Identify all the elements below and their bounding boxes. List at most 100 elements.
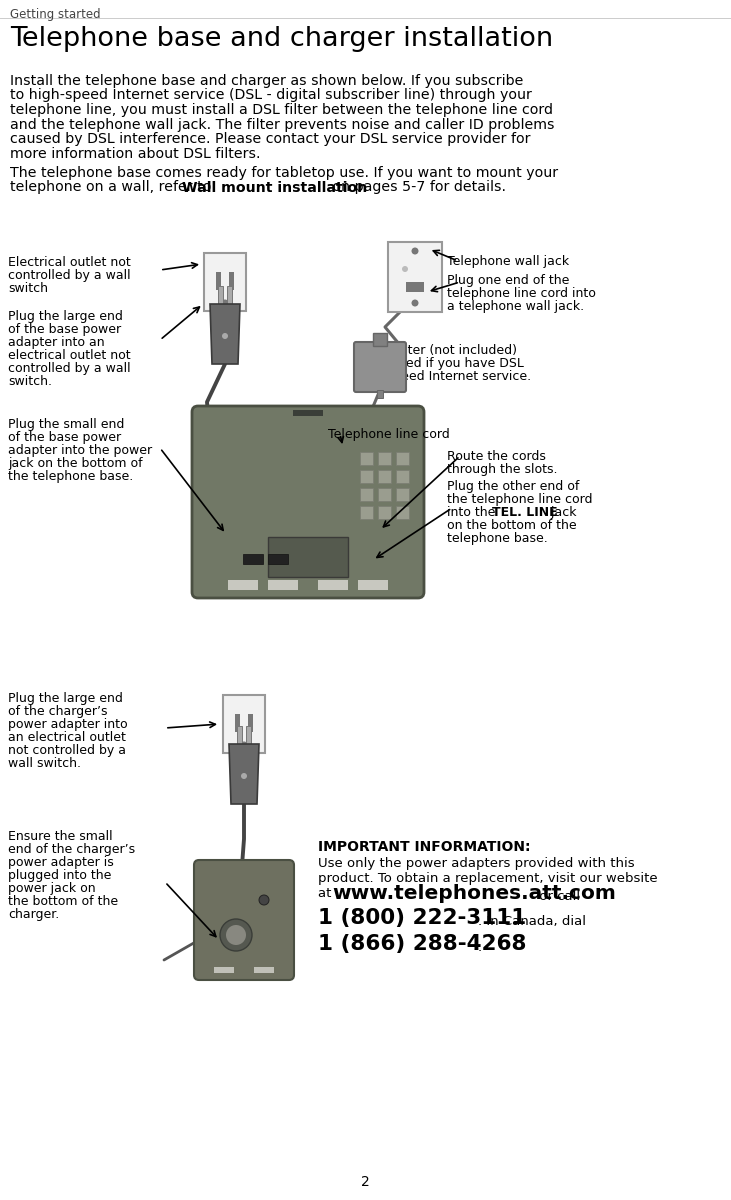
Text: Plug the other end of: Plug the other end of (447, 480, 580, 493)
Text: at: at (318, 887, 336, 900)
FancyBboxPatch shape (354, 342, 406, 392)
Bar (237, 726, 242, 744)
Text: of the base power: of the base power (8, 431, 121, 444)
Text: and the telephone wall jack. The filter prevents noise and caller ID problems: and the telephone wall jack. The filter … (10, 118, 555, 132)
Bar (268, 580, 298, 590)
Text: adapter into the power: adapter into the power (8, 444, 152, 457)
Text: into the: into the (447, 506, 499, 518)
Circle shape (222, 332, 228, 338)
Bar (268, 554, 288, 564)
Bar (216, 272, 221, 290)
Text: A DSL filter (not included): A DSL filter (not included) (355, 344, 517, 358)
Bar (203, 416, 423, 596)
Text: TEL. LINE: TEL. LINE (493, 506, 558, 518)
Bar (243, 554, 263, 564)
Bar (293, 410, 323, 416)
Bar (227, 286, 232, 304)
Text: plugged into the: plugged into the (8, 869, 111, 882)
Text: product. To obtain a replacement, visit our website: product. To obtain a replacement, visit … (318, 872, 658, 886)
Text: caused by DSL interference. Please contact your DSL service provider for: caused by DSL interference. Please conta… (10, 132, 531, 146)
Circle shape (240, 742, 249, 750)
Text: Telephone wall jack: Telephone wall jack (447, 254, 569, 268)
Text: 1 (800) 222-3111: 1 (800) 222-3111 (318, 908, 526, 928)
Bar (378, 470, 391, 482)
Text: controlled by a wall: controlled by a wall (8, 269, 131, 282)
Text: telephone line, you must install a DSL filter between the telephone line cord: telephone line, you must install a DSL f… (10, 103, 553, 116)
Text: the telephone line cord: the telephone line cord (447, 493, 593, 506)
Text: adapter into an: adapter into an (8, 336, 105, 349)
Bar (235, 714, 240, 732)
Text: on the bottom of the: on the bottom of the (447, 518, 577, 532)
Bar (223, 695, 265, 754)
Text: high-speed Internet service.: high-speed Internet service. (355, 370, 531, 383)
Bar (214, 967, 234, 973)
Text: jack: jack (548, 506, 577, 518)
Text: Plug the large end: Plug the large end (8, 692, 123, 704)
Circle shape (412, 247, 419, 254)
Bar (378, 506, 391, 518)
Bar (358, 580, 388, 590)
Text: power adapter into: power adapter into (8, 718, 128, 731)
Bar (254, 967, 274, 973)
Text: Plug the large end: Plug the large end (8, 310, 123, 323)
Circle shape (226, 925, 246, 946)
FancyBboxPatch shape (194, 860, 294, 980)
Text: telephone base.: telephone base. (447, 532, 548, 545)
Bar (373, 332, 387, 346)
Text: 1 (866) 288-4268: 1 (866) 288-4268 (318, 934, 526, 954)
Text: Route the cords: Route the cords (447, 450, 546, 463)
Bar (396, 488, 409, 502)
Circle shape (412, 300, 419, 306)
Bar (246, 726, 251, 744)
Text: Electrical outlet not: Electrical outlet not (8, 256, 131, 269)
Bar (396, 506, 409, 518)
Text: Getting started: Getting started (10, 8, 101, 20)
Text: . In Canada, dial: . In Canada, dial (478, 914, 586, 928)
Text: of the charger’s: of the charger’s (8, 704, 107, 718)
Bar (360, 452, 373, 464)
Circle shape (402, 266, 408, 272)
Text: telephone on a wall, refer to: telephone on a wall, refer to (10, 180, 216, 194)
Bar (360, 470, 373, 482)
Polygon shape (210, 304, 240, 364)
Text: an electrical outlet: an electrical outlet (8, 731, 126, 744)
Circle shape (259, 895, 269, 905)
Bar (218, 286, 223, 304)
Text: Telephone line cord: Telephone line cord (328, 428, 450, 440)
Bar (228, 580, 258, 590)
Bar (268, 538, 348, 577)
Text: Plug one end of the: Plug one end of the (447, 274, 569, 287)
Text: switch: switch (8, 282, 48, 295)
Text: IMPORTANT INFORMATION:: IMPORTANT INFORMATION: (318, 840, 531, 854)
Text: wall switch.: wall switch. (8, 757, 81, 770)
Bar (396, 470, 409, 482)
Text: is required if you have DSL: is required if you have DSL (355, 358, 524, 370)
Text: Install the telephone base and charger as shown below. If you subscribe: Install the telephone base and charger a… (10, 74, 523, 88)
Text: switch.: switch. (8, 374, 52, 388)
Bar (378, 488, 391, 502)
Bar (229, 272, 234, 290)
Text: more information about DSL filters.: more information about DSL filters. (10, 146, 260, 161)
Text: electrical outlet not: electrical outlet not (8, 349, 131, 362)
Bar (388, 242, 442, 312)
Circle shape (220, 919, 252, 950)
Text: Wall mount installation: Wall mount installation (182, 180, 367, 194)
Text: to high-speed Internet service (DSL - digital subscriber line) through your: to high-speed Internet service (DSL - di… (10, 89, 532, 102)
Text: 2: 2 (360, 1175, 369, 1189)
Text: The telephone base comes ready for tabletop use. If you want to mount your: The telephone base comes ready for table… (10, 166, 558, 180)
Text: jack on the bottom of: jack on the bottom of (8, 457, 143, 470)
Bar (318, 580, 348, 590)
Text: telephone line cord into: telephone line cord into (447, 287, 596, 300)
Text: Plug the small end: Plug the small end (8, 418, 124, 431)
Bar (406, 282, 424, 292)
Text: Telephone base and charger installation: Telephone base and charger installation (10, 26, 553, 52)
Text: Use only the power adapters provided with this: Use only the power adapters provided wit… (318, 857, 635, 870)
Text: through the slots.: through the slots. (447, 463, 558, 476)
Bar (248, 714, 253, 732)
FancyBboxPatch shape (192, 406, 424, 598)
Text: www.telephones.att.com: www.telephones.att.com (333, 884, 616, 902)
Text: end of the charger’s: end of the charger’s (8, 842, 135, 856)
Text: the telephone base.: the telephone base. (8, 470, 133, 482)
Bar (377, 390, 383, 398)
Text: power jack on: power jack on (8, 882, 96, 895)
